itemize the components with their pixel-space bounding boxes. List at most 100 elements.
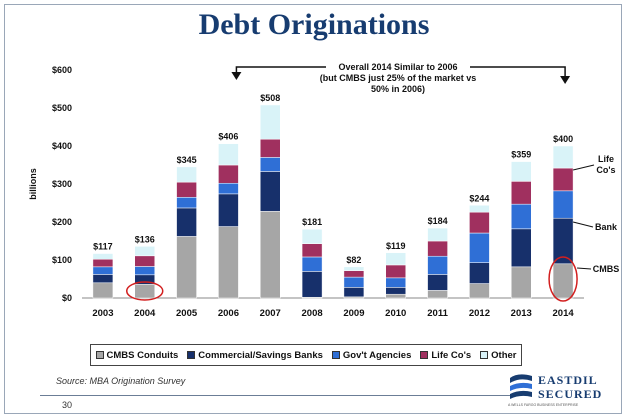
x-tick-label: 2007 bbox=[260, 308, 281, 319]
total-label: $406 bbox=[218, 132, 238, 142]
callout-arrow-right-line bbox=[470, 66, 566, 80]
total-label: $244 bbox=[469, 193, 489, 203]
y-tick-label: $500 bbox=[52, 103, 72, 113]
x-tick-label: 2006 bbox=[218, 308, 239, 319]
legend-label: Gov't Agencies bbox=[342, 349, 412, 361]
bar-segment-3 bbox=[134, 266, 155, 276]
bar-segment-5 bbox=[92, 253, 114, 260]
pointer-cmbs bbox=[577, 267, 592, 270]
legend-swatch bbox=[480, 351, 489, 359]
legend-label: Commercial/Savings Banks bbox=[198, 349, 323, 361]
total-label: $117 bbox=[93, 242, 113, 252]
bar-segment-3 bbox=[218, 182, 239, 195]
y-axis: $0 $100 $200 $300 $400 $500 $600 billions bbox=[28, 65, 584, 303]
label-life-cos-line2: Co's bbox=[596, 165, 615, 175]
bar-segment-4 bbox=[134, 255, 155, 267]
bar-segment-5 bbox=[176, 166, 197, 183]
page-title: Debt Originations bbox=[198, 8, 430, 41]
legend-item: Gov't Agencies bbox=[331, 349, 412, 361]
legend-label: Other bbox=[491, 349, 517, 361]
legend-swatch bbox=[95, 351, 104, 359]
bar-segment-4 bbox=[218, 164, 239, 184]
bar-segment-4 bbox=[260, 138, 281, 158]
annotations-layer: Overall 2014 Similar to 2006(but CMBS ju… bbox=[126, 62, 620, 302]
bar-segment-3 bbox=[260, 157, 281, 172]
bar-segment-3 bbox=[469, 232, 490, 263]
bar-segment-3 bbox=[176, 197, 197, 209]
y-tick-label: $200 bbox=[52, 217, 72, 227]
total-label: $359 bbox=[511, 150, 531, 160]
bar-segment-5 bbox=[469, 205, 490, 213]
legend-swatch bbox=[187, 351, 196, 359]
bar-segment-5 bbox=[134, 246, 155, 257]
bar-segment-2 bbox=[218, 193, 239, 227]
bar-segment-2 bbox=[92, 274, 114, 284]
legend: CMBS Conduits Commercial/Savings Banks Gov… bbox=[90, 344, 522, 366]
callout-line3: 50% in 2006) bbox=[371, 84, 425, 94]
bar-segment-2 bbox=[260, 171, 281, 212]
bar-segment-5 bbox=[552, 145, 574, 169]
total-label: $400 bbox=[553, 134, 573, 144]
y-tick-label: $0 bbox=[62, 293, 72, 303]
page-number: 30 bbox=[62, 400, 73, 410]
bar-segment-5 bbox=[427, 227, 448, 242]
bars-layer bbox=[92, 104, 574, 299]
legend-item: CMBS Conduits bbox=[95, 350, 178, 361]
bar-segment-1 bbox=[176, 236, 197, 299]
x-tick-label: 2004 bbox=[134, 308, 156, 319]
total-label: $184 bbox=[428, 216, 448, 226]
callout-arrow-left-line bbox=[235, 66, 326, 78]
bar-segment-2 bbox=[427, 274, 448, 291]
label-cmbs: CMBS bbox=[593, 264, 620, 274]
x-tick-label: 2003 bbox=[92, 308, 113, 319]
legend-item: Commercial/Savings Banks bbox=[187, 350, 323, 361]
x-tick-label: 2009 bbox=[343, 308, 364, 319]
legend-swatch bbox=[420, 351, 429, 359]
bar-segment-5 bbox=[343, 266, 365, 271]
callout-line1: Overall 2014 Similar to 2006 bbox=[338, 62, 457, 72]
y-tick-label: $600 bbox=[52, 65, 72, 75]
x-tick-label: 2005 bbox=[176, 308, 198, 319]
y-tick-label: $300 bbox=[52, 179, 72, 189]
bar-segment-2 bbox=[385, 287, 406, 295]
bar-segment-3 bbox=[343, 276, 365, 288]
footer-divider bbox=[40, 395, 520, 396]
bar-segment-1 bbox=[511, 266, 532, 299]
x-tick-label: 2008 bbox=[302, 308, 323, 319]
bar-segment-2 bbox=[301, 271, 323, 298]
total-label: $136 bbox=[135, 234, 155, 244]
callout-arrow-left-head bbox=[231, 72, 242, 80]
bar-segment-3 bbox=[301, 256, 323, 272]
bar-segment-4 bbox=[176, 181, 197, 198]
bar-segment-4 bbox=[343, 270, 365, 278]
label-bank: Bank bbox=[595, 222, 618, 232]
bar-segment-1 bbox=[218, 226, 239, 299]
bar-segment-5 bbox=[385, 252, 406, 266]
bar-segment-3 bbox=[427, 255, 448, 275]
bar-segment-1 bbox=[260, 211, 281, 299]
logo-mark-icon bbox=[510, 374, 532, 399]
bar-segment-5 bbox=[511, 161, 532, 182]
label-life-cos-line1: Life bbox=[598, 154, 614, 164]
eastdil-logo: EASTDIL SECURED A WELLS FARGO BUSINESS E… bbox=[508, 370, 620, 410]
x-tick-label: 2010 bbox=[385, 308, 406, 319]
bar-segment-3 bbox=[552, 190, 574, 219]
bar-segment-3 bbox=[92, 266, 114, 275]
total-label: $181 bbox=[302, 217, 322, 227]
logo-text-line1: EASTDIL bbox=[538, 373, 598, 387]
y-tick-label: $100 bbox=[52, 255, 72, 265]
bar-segment-5 bbox=[218, 143, 239, 166]
bar-segment-1 bbox=[92, 282, 114, 299]
x-tick-label: 2011 bbox=[427, 308, 448, 319]
pointer-bank bbox=[572, 221, 594, 228]
bar-segment-1 bbox=[469, 283, 490, 299]
highlight-circle-2014 bbox=[548, 256, 578, 302]
total-label: $119 bbox=[386, 241, 406, 251]
callout-line2: (but CMBS just 25% of the market vs bbox=[320, 73, 477, 83]
x-tick-label: 2014 bbox=[553, 308, 575, 319]
source-note: Source: MBA Origination Survey bbox=[56, 376, 186, 386]
bar-segment-4 bbox=[427, 240, 448, 257]
pointer-life-cos bbox=[572, 164, 595, 171]
bar-segment-4 bbox=[469, 211, 490, 234]
